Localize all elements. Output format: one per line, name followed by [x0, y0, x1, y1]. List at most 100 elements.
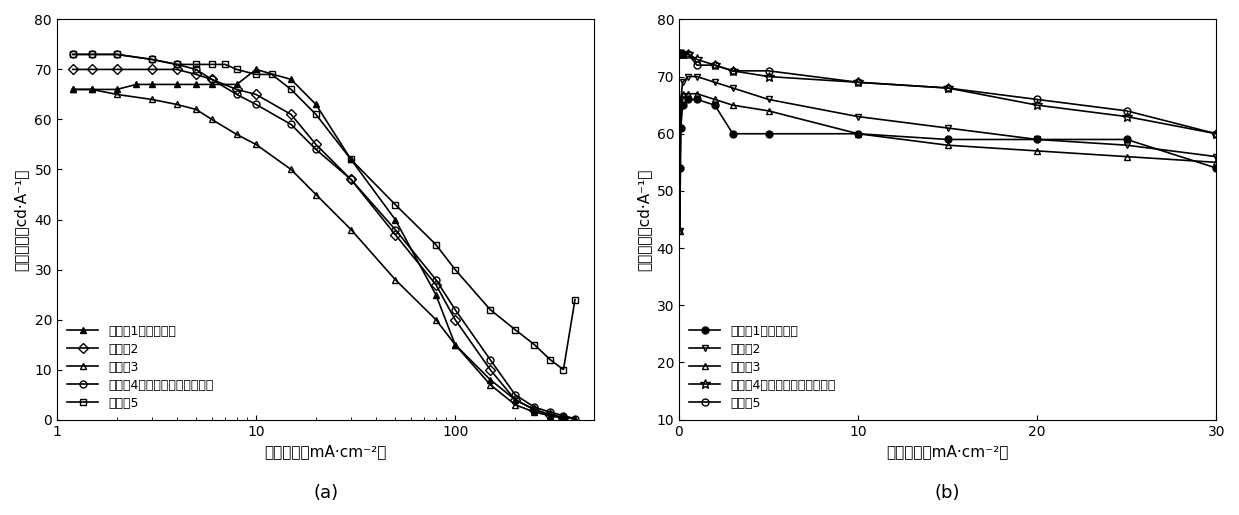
Line: 实施例3: 实施例3 — [676, 90, 1220, 234]
实施例4（本发明优选实施例） — [707, 62, 722, 68]
实施例5 — [447, 266, 462, 272]
实施例5 — [1030, 96, 1044, 102]
X-axis label: 电流密度（mA·cm⁻²）: 电流密度（mA·cm⁻²） — [886, 444, 1009, 459]
实施例2 — [343, 177, 358, 183]
实施例2 — [556, 415, 571, 421]
实施例4（本发明优选实施例） — [527, 404, 541, 410]
实施例1（对比例） — [761, 131, 776, 137]
实施例2 — [66, 66, 81, 73]
实施例4（本发明优选实施例） — [429, 277, 444, 283]
实施例5 — [218, 61, 233, 67]
Line: 实施例1（对比例）: 实施例1（对比例） — [676, 96, 1220, 171]
实施例1（对比例） — [673, 125, 688, 131]
实施例5 — [204, 61, 219, 67]
实施例5 — [725, 68, 740, 74]
实施例1（对比例） — [567, 416, 582, 422]
实施例4（本发明优选实施例） — [309, 146, 323, 152]
实施例4（本发明优选实施例） — [567, 416, 582, 422]
实施例5 — [940, 85, 955, 91]
实施例3 — [429, 317, 444, 323]
实施例2 — [1119, 142, 1134, 148]
实施例3 — [1209, 159, 1224, 165]
实施例2 — [725, 85, 740, 91]
实施例5 — [556, 367, 571, 373]
实施例3 — [940, 142, 955, 148]
实施例3 — [673, 228, 688, 234]
实施例4（本发明优选实施例） — [543, 409, 558, 415]
实施例4（本发明优选实施例） — [284, 122, 299, 128]
实施例1（对比例） — [343, 157, 358, 163]
Text: (a): (a) — [313, 484, 338, 502]
实施例4（本发明优选实施例） — [940, 85, 955, 91]
实施例1（对比例） — [707, 102, 722, 108]
Y-axis label: 电流效率（cd·A⁻¹）: 电流效率（cd·A⁻¹） — [636, 168, 650, 271]
实施例1（对比例） — [851, 131, 866, 137]
实施例1（对比例） — [284, 76, 299, 82]
实施例4（本发明优选实施例） — [66, 52, 81, 58]
实施例3 — [109, 91, 124, 97]
实施例5 — [284, 87, 299, 93]
实施例4（本发明优选实施例） — [109, 52, 124, 58]
实施例4（本发明优选实施例） — [556, 413, 571, 419]
实施例2 — [761, 96, 776, 102]
实施例1（对比例） — [249, 66, 264, 73]
实施例1（对比例） — [204, 81, 219, 88]
实施例2 — [145, 66, 160, 73]
实施例3 — [309, 192, 323, 198]
实施例3 — [249, 142, 264, 148]
实施例1（对比例） — [309, 101, 323, 108]
实施例5 — [567, 297, 582, 303]
实施例5 — [388, 201, 403, 208]
实施例1（对比例） — [145, 81, 160, 88]
实施例3 — [66, 87, 81, 93]
实施例1（对比例） — [170, 81, 185, 88]
实施例1（对比例） — [527, 406, 541, 413]
实施例5 — [673, 50, 688, 57]
实施例2 — [170, 66, 185, 73]
实施例4（本发明优选实施例） — [675, 50, 690, 57]
Line: 实施例5: 实施例5 — [676, 50, 1220, 137]
Y-axis label: 电流效率（cd·A⁻¹）: 电流效率（cd·A⁻¹） — [14, 168, 28, 271]
实施例4（本发明优选实施例） — [725, 68, 740, 74]
实施例2 — [1209, 153, 1224, 160]
Line: 实施例5: 实施例5 — [69, 51, 579, 373]
实施例3 — [170, 101, 185, 108]
实施例2 — [84, 66, 99, 73]
实施例4（本发明优选实施例） — [761, 74, 776, 80]
实施例3 — [483, 382, 498, 388]
Line: 实施例2: 实施例2 — [676, 73, 1220, 234]
实施例3 — [1030, 148, 1044, 154]
实施例1（对比例） — [188, 81, 203, 88]
实施例2 — [689, 74, 704, 80]
实施例5 — [229, 66, 244, 73]
实施例1（对比例） — [543, 411, 558, 418]
实施例3 — [508, 402, 523, 408]
实施例3 — [145, 96, 160, 102]
实施例4（本发明优选实施例） — [388, 227, 403, 233]
实施例4（本发明优选实施例） — [229, 91, 244, 97]
实施例4（本发明优选实施例） — [508, 391, 523, 398]
实施例5 — [66, 52, 81, 58]
实施例1（对比例） — [673, 165, 688, 171]
实施例3 — [188, 107, 203, 113]
实施例1（对比例） — [84, 87, 99, 93]
实施例1（对比例） — [129, 81, 144, 88]
实施例3 — [343, 227, 358, 233]
实施例2 — [851, 113, 866, 119]
实施例2 — [204, 76, 219, 82]
实施例5 — [249, 72, 264, 78]
实施例2 — [508, 397, 523, 403]
实施例3 — [675, 91, 690, 97]
实施例2 — [527, 406, 541, 413]
实施例1（对比例） — [429, 291, 444, 298]
实施例2 — [309, 142, 323, 148]
实施例5 — [483, 306, 498, 313]
实施例1（对比例） — [680, 96, 695, 102]
实施例2 — [940, 125, 955, 131]
实施例3 — [707, 96, 722, 102]
实施例2 — [229, 87, 244, 93]
实施例2 — [284, 111, 299, 117]
实施例1（对比例） — [447, 341, 462, 348]
实施例3 — [1119, 153, 1134, 160]
实施例5 — [1209, 131, 1224, 137]
